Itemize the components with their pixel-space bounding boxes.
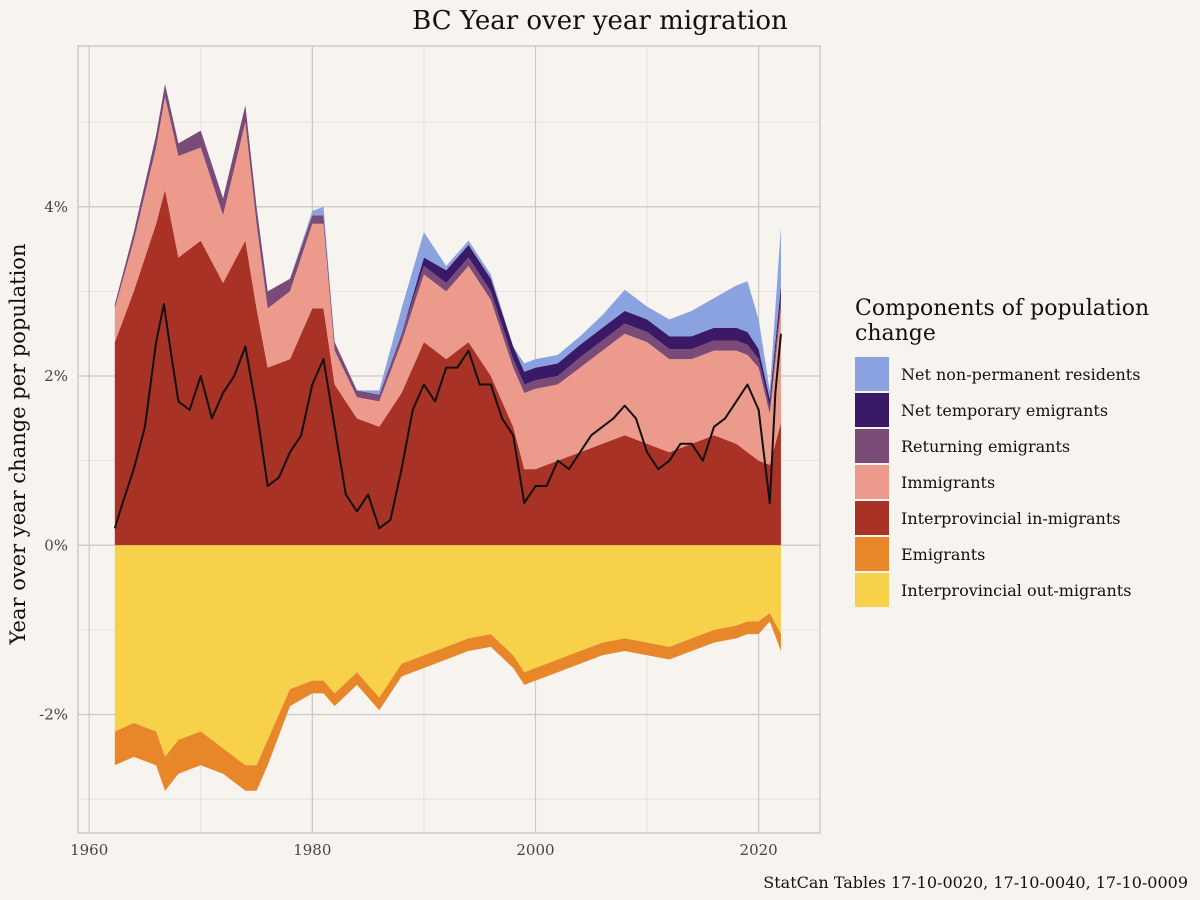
legend-item: Emigrants [855, 536, 1195, 572]
y-tick-label: 4% [44, 198, 68, 216]
area-net-temporary-emigrants [114, 84, 781, 408]
net-change-line [113, 303, 782, 530]
legend-swatch [855, 537, 889, 571]
legend-label: Returning emigrants [901, 436, 1071, 456]
legend-label: Interprovincial in-migrants [901, 508, 1121, 528]
legend-label: Net temporary emigrants [901, 400, 1109, 420]
legend-label: Immigrants [901, 472, 996, 492]
area-returning-emigrants [114, 84, 781, 415]
y-tick-label: 2% [44, 367, 68, 385]
y-tick-label: -2% [39, 706, 68, 724]
legend-item: Immigrants [855, 464, 1195, 500]
legend-item: Returning emigrants [855, 428, 1195, 464]
legend-swatch [855, 393, 889, 427]
legend-label: Interprovincial out-migrants [901, 580, 1132, 600]
area-emigrants [114, 612, 781, 791]
x-tick-label: 1960 [70, 841, 108, 859]
legend-items: Net non-permanent residents Net temporary… [855, 356, 1195, 608]
legend-item: Interprovincial in-migrants [855, 500, 1195, 536]
area-interprovincial-out-migrants [114, 545, 781, 766]
x-tick-label: 1980 [293, 841, 331, 859]
legend-swatch [855, 429, 889, 463]
legend-item: Net non-permanent residents [855, 356, 1195, 392]
legend-item: Interprovincial out-migrants [855, 572, 1195, 608]
area-immigrants [114, 96, 781, 470]
legend-label: Emigrants [901, 544, 986, 564]
legend-label: Net non-permanent residents [901, 364, 1141, 384]
x-tick-label: 2020 [740, 841, 778, 859]
source-caption: StatCan Tables 17-10-0020, 17-10-0040, 1… [763, 873, 1188, 892]
plot-border [77, 45, 821, 834]
legend-swatch [855, 573, 889, 607]
chart-title: BC Year over year migration [412, 6, 788, 36]
legend-title: Components of population change [855, 296, 1150, 346]
y-tick-label: 0% [44, 536, 68, 554]
legend-swatch [855, 357, 889, 391]
legend-swatch [855, 465, 889, 499]
legend: Components of population change Net non-… [855, 296, 1195, 608]
legend-swatch [855, 501, 889, 535]
legend-item: Net temporary emigrants [855, 392, 1195, 428]
x-tick-label: 2000 [516, 841, 554, 859]
